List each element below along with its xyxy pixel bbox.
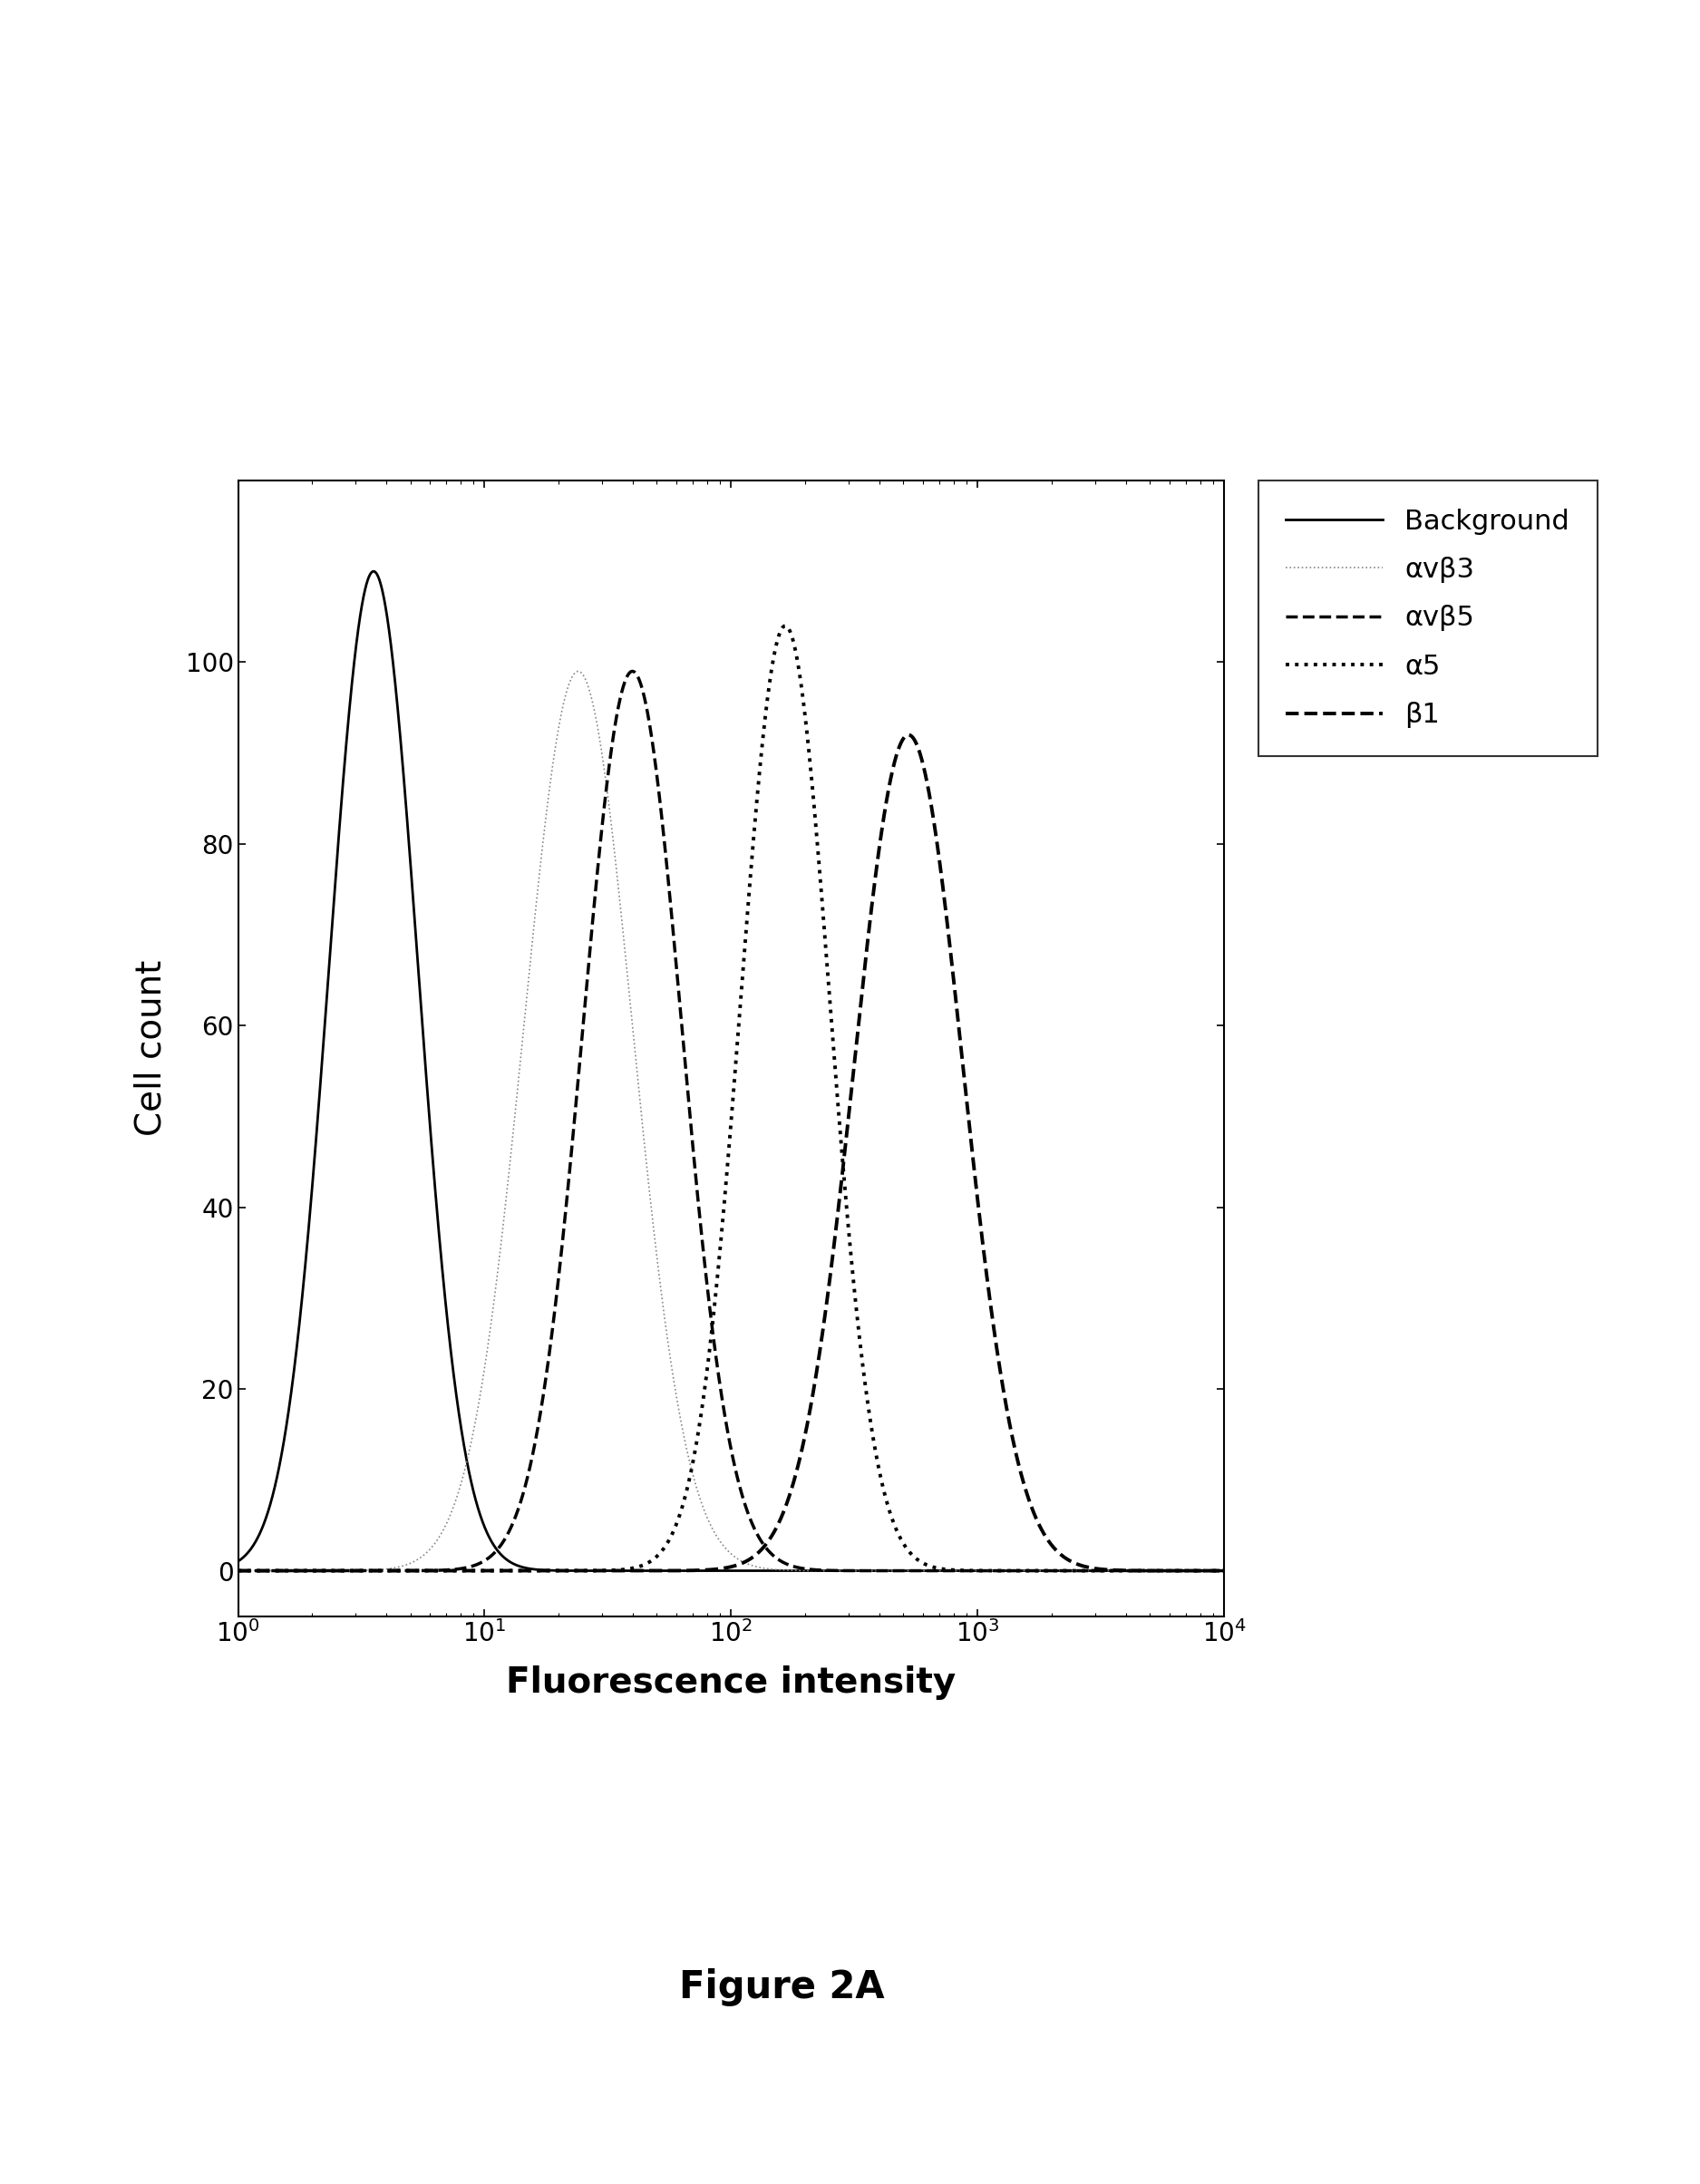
α5 bbox=[204, 1557, 224, 1583]
αvβ3 bbox=[598, 793, 619, 819]
α5 bbox=[976, 1557, 996, 1583]
αvβ5 bbox=[204, 1557, 224, 1583]
αvβ5 bbox=[976, 1557, 996, 1583]
β1 bbox=[204, 1557, 224, 1583]
αvβ3 bbox=[877, 1557, 898, 1583]
Line: Background: Background bbox=[214, 572, 1248, 1570]
αvβ5 bbox=[1054, 1557, 1074, 1583]
α5 bbox=[775, 614, 796, 640]
α5 bbox=[1054, 1557, 1074, 1583]
X-axis label: Fluorescence intensity: Fluorescence intensity bbox=[507, 1666, 955, 1699]
β1 bbox=[877, 786, 898, 812]
Y-axis label: Cell count: Cell count bbox=[133, 961, 168, 1136]
Background bbox=[877, 1557, 898, 1583]
Line: β1: β1 bbox=[214, 734, 1248, 1570]
αvβ5 bbox=[824, 1557, 845, 1583]
α5 bbox=[877, 1489, 898, 1516]
Background bbox=[976, 1557, 996, 1583]
Background bbox=[1054, 1557, 1074, 1583]
Background bbox=[598, 1557, 619, 1583]
Background bbox=[1238, 1557, 1258, 1583]
β1 bbox=[1238, 1557, 1258, 1583]
αvβ3 bbox=[976, 1557, 996, 1583]
β1 bbox=[598, 1557, 619, 1583]
αvβ3 bbox=[391, 1553, 411, 1579]
Line: α5: α5 bbox=[214, 627, 1248, 1570]
α5 bbox=[824, 1046, 845, 1072]
Background bbox=[364, 559, 384, 585]
αvβ3 bbox=[1238, 1557, 1258, 1583]
Text: Figure 2A: Figure 2A bbox=[680, 1968, 884, 2007]
αvβ5 bbox=[391, 1557, 411, 1583]
Background bbox=[204, 1557, 224, 1583]
Background bbox=[391, 738, 411, 764]
αvβ3 bbox=[824, 1557, 845, 1583]
β1 bbox=[1054, 1544, 1074, 1570]
α5 bbox=[391, 1557, 411, 1583]
Line: αvβ3: αvβ3 bbox=[214, 670, 1248, 1570]
β1 bbox=[898, 721, 918, 747]
α5 bbox=[598, 1557, 619, 1583]
Legend: Background, αvβ3, αvβ5, α5, β1: Background, αvβ3, αvβ5, α5, β1 bbox=[1258, 480, 1598, 756]
αvβ5 bbox=[877, 1557, 898, 1583]
Line: αvβ5: αvβ5 bbox=[214, 670, 1248, 1570]
α5 bbox=[1238, 1557, 1258, 1583]
β1 bbox=[391, 1557, 411, 1583]
αvβ5 bbox=[1238, 1557, 1258, 1583]
αvβ3 bbox=[568, 657, 588, 684]
αvβ5 bbox=[598, 756, 619, 782]
αvβ5 bbox=[622, 657, 643, 684]
Background bbox=[824, 1557, 845, 1583]
β1 bbox=[976, 1258, 996, 1284]
αvβ3 bbox=[1054, 1557, 1074, 1583]
β1 bbox=[824, 1230, 845, 1256]
αvβ3 bbox=[204, 1557, 224, 1583]
